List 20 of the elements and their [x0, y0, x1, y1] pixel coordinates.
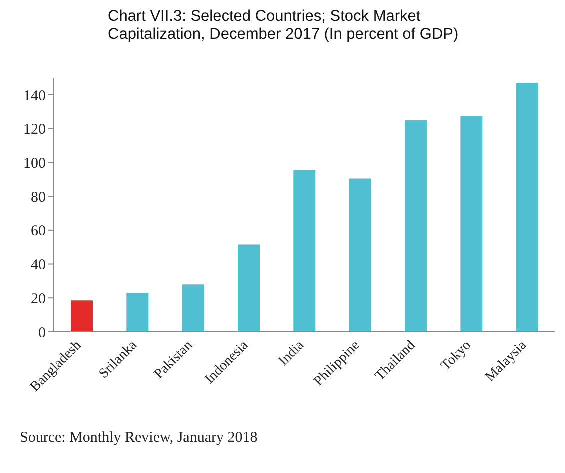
bar: [405, 120, 427, 332]
source-note: Source: Monthly Review, January 2018: [20, 430, 258, 447]
bar: [71, 300, 93, 332]
bar: [182, 284, 204, 332]
bar: [238, 244, 260, 332]
bar: [294, 170, 316, 332]
bar: [349, 178, 372, 332]
y-tick-label: 80: [31, 190, 46, 206]
y-tick-label: 40: [31, 258, 46, 274]
bar: [126, 293, 149, 332]
y-tick-label: 60: [31, 224, 46, 240]
y-tick-label: 140: [24, 88, 46, 104]
y-tick-label: 100: [24, 156, 46, 172]
y-tick-label: 0: [38, 325, 46, 342]
bar: [460, 116, 483, 332]
y-tick-label: 120: [24, 122, 46, 138]
x-tick-label: India: [276, 338, 308, 370]
bar: [516, 83, 538, 332]
y-tick-label: 20: [31, 291, 46, 308]
chart-title: Chart VII.3: Selected Countries; Stock Market Capitalization, December 2017 (In percent of GDP): [108, 8, 460, 44]
